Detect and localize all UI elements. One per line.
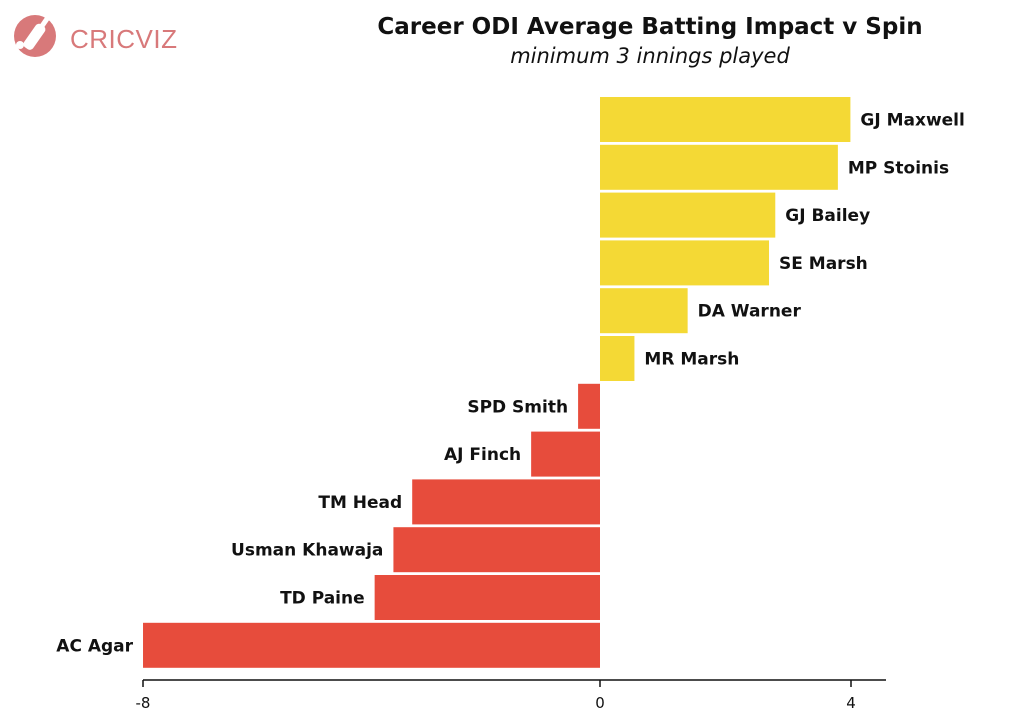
bar-label: SPD Smith: [467, 397, 568, 417]
chart-title: Career ODI Average Batting Impact v Spin: [377, 14, 923, 40]
bar-label: TM Head: [318, 493, 402, 513]
logo-text: CRICVIZ: [70, 24, 178, 54]
bar-label: Usman Khawaja: [231, 541, 383, 561]
bar-ac-agar: [143, 622, 600, 668]
bar-label: DA Warner: [698, 302, 802, 322]
cricket-bat-ball-icon: [14, 15, 56, 57]
bar-gj-bailey: [600, 192, 776, 238]
bar-aj-finch: [531, 431, 600, 477]
bar-label: AC Agar: [56, 636, 133, 656]
bar-label: MR Marsh: [644, 350, 739, 370]
x-tick-label: 4: [846, 694, 856, 712]
bar-label: AJ Finch: [444, 445, 521, 465]
bar-mr-marsh: [600, 336, 635, 381]
x-tick-label: -8: [136, 694, 151, 712]
bar-da-warner: [600, 288, 688, 334]
bar-label: MP Stoinis: [848, 158, 949, 178]
bar-spd-smith: [578, 383, 600, 429]
cricviz-logo: [8, 10, 168, 62]
bar-label: GJ Maxwell: [860, 111, 964, 131]
bar-label: SE Marsh: [779, 254, 868, 274]
bar-se-marsh: [600, 240, 770, 286]
x-tick-label: 0: [595, 694, 605, 712]
bar-label: TD Paine: [280, 589, 365, 609]
chart-subtitle: minimum 3 innings played: [510, 44, 790, 68]
bar-mp-stoinis: [600, 144, 838, 190]
bar-usman-khawaja: [393, 527, 600, 573]
bar-td-paine: [374, 575, 600, 620]
bar-label: GJ Bailey: [785, 206, 870, 226]
bar-gj-maxwell: [600, 97, 851, 142]
bar-tm-head: [412, 479, 600, 525]
